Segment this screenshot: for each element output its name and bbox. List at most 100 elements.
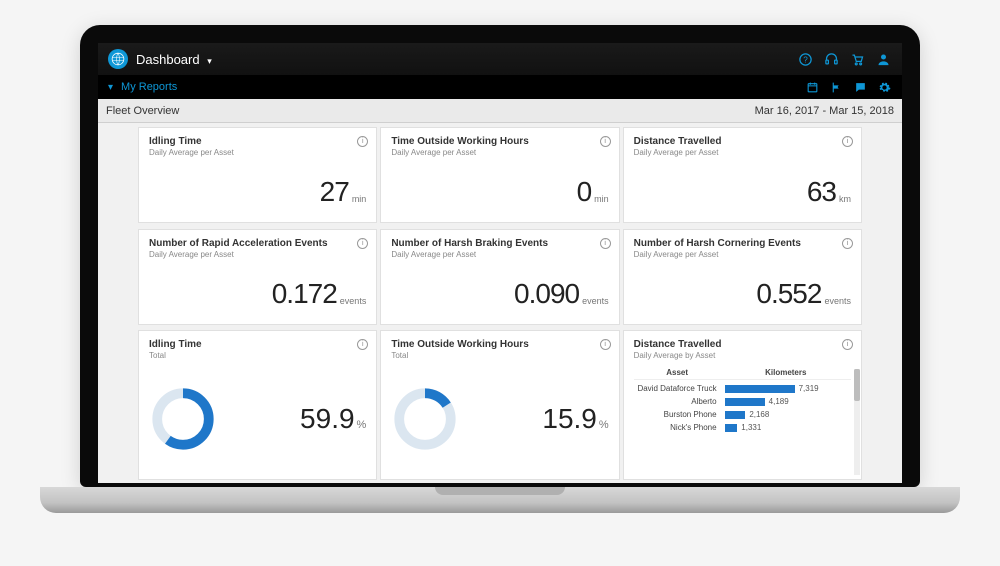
page-header: Fleet Overview Mar 16, 2017 - Mar 15, 20… [98, 99, 902, 123]
chevron-down-icon: ▾ [207, 56, 212, 66]
donut-unit: % [357, 419, 367, 431]
calendar-icon[interactable] [804, 79, 820, 95]
metric-value: 0.090 [514, 278, 579, 310]
card-subtitle: Daily Average per Asset [634, 250, 851, 259]
card-title: Distance Travelled [634, 339, 851, 350]
info-icon[interactable]: i [842, 238, 853, 249]
bar [725, 424, 738, 432]
metric-unit: km [839, 194, 851, 204]
bar-value: 2,168 [749, 410, 769, 419]
subbar-label[interactable]: My Reports [121, 81, 177, 93]
info-icon[interactable]: i [600, 339, 611, 350]
card-title: Distance Travelled [634, 136, 851, 147]
metric-value: 0.552 [756, 278, 821, 310]
user-icon[interactable] [874, 50, 892, 68]
donut-unit: % [599, 419, 609, 431]
card-title: Time Outside Working Hours [391, 339, 608, 350]
svg-text:?: ? [803, 55, 808, 64]
metric: 63 km [634, 157, 851, 214]
card-subtitle: Daily Average by Asset [634, 351, 851, 360]
card-outside-hours[interactable]: i Time Outside Working Hours Daily Avera… [380, 127, 619, 223]
donut-chart [391, 385, 459, 453]
cart-icon[interactable] [848, 50, 866, 68]
metric-value: 27 [320, 176, 349, 208]
card-rapid-accel[interactable]: i Number of Rapid Acceleration Events Da… [138, 229, 377, 325]
metric-unit: min [352, 194, 367, 204]
metric: 0 min [391, 157, 608, 214]
metric-value: 0 [577, 176, 592, 208]
column-header-asset: Asset [634, 368, 721, 377]
bar-value: 4,189 [769, 397, 789, 406]
info-icon[interactable]: i [357, 238, 368, 249]
info-icon[interactable]: i [600, 136, 611, 147]
help-icon[interactable]: ? [796, 50, 814, 68]
headset-icon[interactable] [822, 50, 840, 68]
globe-icon [111, 52, 125, 66]
card-harsh-braking[interactable]: i Number of Harsh Braking Events Daily A… [380, 229, 619, 325]
screen: Dashboard ▾ ? ▾ My Reports [98, 43, 902, 483]
metric: 0.552 events [634, 259, 851, 316]
card-harsh-cornering[interactable]: i Number of Harsh Cornering Events Daily… [623, 229, 862, 325]
metric-unit: events [582, 296, 609, 306]
date-range: Mar 16, 2017 - Mar 15, 2018 [755, 105, 894, 117]
bar-label: Alberto [634, 397, 721, 406]
donut-value: 15.9 % [469, 403, 608, 435]
donut-percent: 59.9 [300, 403, 355, 435]
bar [725, 398, 765, 406]
donut-value: 59.9 % [227, 403, 366, 435]
bar-chart: David Dataforce Truck 7,319 Alberto 4,189 Bu… [634, 380, 851, 432]
card-subtitle: Daily Average per Asset [149, 250, 366, 259]
screen-bezel: Dashboard ▾ ? ▾ My Reports [80, 25, 920, 487]
card-idling-donut[interactable]: i Idling Time Total 59.9 % [138, 330, 377, 480]
bar-value: 1,331 [741, 423, 761, 432]
card-outside-donut[interactable]: i Time Outside Working Hours Total 15.9 [380, 330, 619, 480]
report-title: Fleet Overview [106, 105, 179, 117]
scrollbar[interactable] [854, 369, 860, 475]
chat-icon[interactable] [852, 79, 868, 95]
card-idling-time[interactable]: i Idling Time Daily Average per Asset 27… [138, 127, 377, 223]
card-title: Idling Time [149, 339, 366, 350]
bar-row: Nick's Phone 1,331 [634, 423, 851, 432]
app-title: Dashboard [136, 52, 200, 67]
column-header-km: Kilometers [721, 368, 851, 377]
info-icon[interactable]: i [357, 339, 368, 350]
bar-row: Alberto 4,189 [634, 397, 851, 406]
bar-value: 7,319 [799, 384, 819, 393]
card-subtitle: Daily Average per Asset [634, 148, 851, 157]
chevron-down-icon[interactable]: ▾ [108, 82, 113, 93]
dashboard-grid: i Idling Time Daily Average per Asset 27… [98, 123, 902, 483]
info-icon[interactable]: i [357, 136, 368, 147]
card-subtitle: Daily Average per Asset [391, 250, 608, 259]
flag-icon[interactable] [828, 79, 844, 95]
metric-value: 0.172 [272, 278, 337, 310]
metric: 0.090 events [391, 259, 608, 316]
laptop-frame: Dashboard ▾ ? ▾ My Reports [80, 25, 920, 513]
card-distance-bars[interactable]: i Distance Travelled Daily Average by As… [623, 330, 862, 480]
info-icon[interactable]: i [842, 339, 853, 350]
bar-label: David Dataforce Truck [634, 384, 721, 393]
card-distance[interactable]: i Distance Travelled Daily Average per A… [623, 127, 862, 223]
info-icon[interactable]: i [842, 136, 853, 147]
subbar: ▾ My Reports [98, 75, 902, 99]
card-title: Idling Time [149, 136, 366, 147]
bar-label: Burston Phone [634, 410, 721, 419]
metric: 0.172 events [149, 259, 366, 316]
metric-unit: events [824, 296, 851, 306]
card-title: Number of Rapid Acceleration Events [149, 238, 366, 249]
card-subtitle: Daily Average per Asset [391, 148, 608, 157]
bar [725, 385, 795, 393]
bar [725, 411, 746, 419]
bar-label: Nick's Phone [634, 423, 721, 432]
laptop-base [40, 487, 960, 513]
metric-value: 63 [807, 176, 836, 208]
page-title-dropdown[interactable]: Dashboard ▾ [136, 52, 212, 67]
gear-icon[interactable] [876, 79, 892, 95]
card-title: Time Outside Working Hours [391, 136, 608, 147]
info-icon[interactable]: i [600, 238, 611, 249]
scrollbar-thumb[interactable] [854, 369, 860, 401]
metric: 27 min [149, 157, 366, 214]
att-logo[interactable] [108, 49, 128, 69]
bar-row: Burston Phone 2,168 [634, 410, 851, 419]
card-subtitle: Total [391, 351, 608, 360]
bar-chart-header: Asset Kilometers [634, 368, 851, 380]
